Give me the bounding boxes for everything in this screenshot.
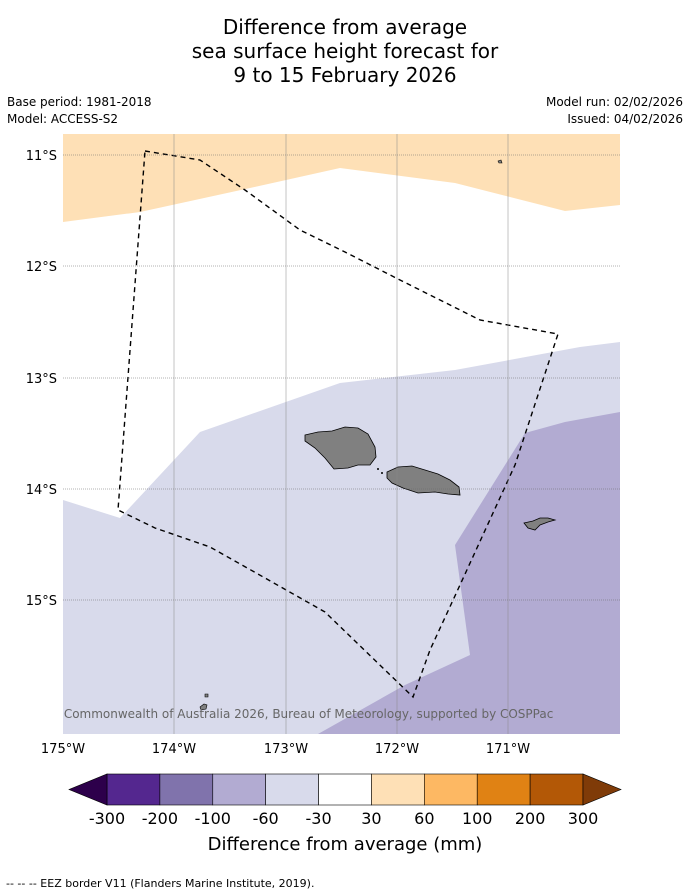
colorbar-tick-label: 100 (462, 809, 493, 828)
colorbar-segment (371, 773, 425, 806)
lat-label: 15°S (26, 594, 57, 609)
anomaly-band-minus100-minus60 (318, 412, 620, 734)
colorbar-tick-label: -30 (305, 809, 331, 828)
small-island-south-icon (199, 703, 208, 711)
manono-islet-icon (381, 472, 383, 474)
model-name: Model: ACCESS-S2 (7, 112, 119, 126)
colorbar-segment (212, 773, 266, 806)
lon-label: 173°W (264, 742, 308, 757)
colorbar-segment (265, 773, 319, 806)
colorbar-tick-label: 30 (361, 809, 381, 828)
lat-label: 11°S (26, 149, 57, 164)
copyright-notice: © Commonwealth of Australia 2026, Bureau… (48, 707, 553, 721)
colorbar-under-arrow (68, 773, 108, 806)
lat-label: 13°S (26, 372, 57, 387)
lon-label: 174°W (152, 742, 196, 757)
colorbar-segment (476, 773, 531, 806)
colorbar-segment (424, 773, 478, 806)
colorbar-over-arrow (582, 773, 622, 806)
title-line-1: Difference from average (222, 15, 468, 39)
colorbar-tick-label: -200 (142, 809, 178, 828)
model-run-date: Model run: 02/02/2026 (545, 95, 683, 109)
apolima-islet-icon (377, 468, 379, 470)
tutuila-island-icon (523, 517, 557, 531)
colorbar-tick-label: 200 (515, 809, 546, 828)
title-line-3: 9 to 15 February 2026 (233, 63, 457, 87)
lon-label: 171°W (486, 742, 530, 757)
graticule (63, 154, 620, 601)
small-islet-icon (204, 693, 209, 698)
title-line-2: sea surface height forecast for (191, 39, 499, 63)
colorbar-tick-label: -300 (89, 809, 125, 828)
savaii-island-icon (304, 426, 377, 470)
colorbar-tick-label: -60 (253, 809, 279, 828)
colorbar-segment (318, 773, 372, 806)
colorbar-tick-label: -100 (195, 809, 231, 828)
map-plot-area: © Commonwealth of Australia 2026, Bureau… (48, 134, 620, 734)
lon-label: 172°W (375, 742, 419, 757)
anomaly-band-30-60 (63, 134, 620, 222)
lon-label: 175°W (41, 742, 85, 757)
colorbar-tick-label: 60 (414, 809, 434, 828)
eez-footnote: -- -- -- EEZ border V11 (Flanders Marine… (6, 877, 315, 890)
colorbar-segment (159, 773, 214, 806)
meridians (173, 134, 509, 734)
lat-label: 14°S (26, 483, 57, 498)
colorbar-ticks: -300 -200 -100 -60 -30 30 60 100 200 300 (89, 809, 598, 828)
colorbar (68, 773, 622, 806)
issued-date: Issued: 04/02/2026 (567, 112, 683, 126)
colorbar-segment (106, 773, 161, 806)
colorbar-label: Difference from average (mm) (208, 834, 483, 855)
small-island-north-icon (497, 159, 503, 164)
colorbar-tick-label: 300 (568, 809, 599, 828)
base-period: Base period: 1981-2018 (7, 95, 152, 109)
upolu-island-icon (386, 465, 461, 496)
lat-label: 12°S (26, 260, 57, 275)
colorbar-segment (529, 773, 584, 806)
